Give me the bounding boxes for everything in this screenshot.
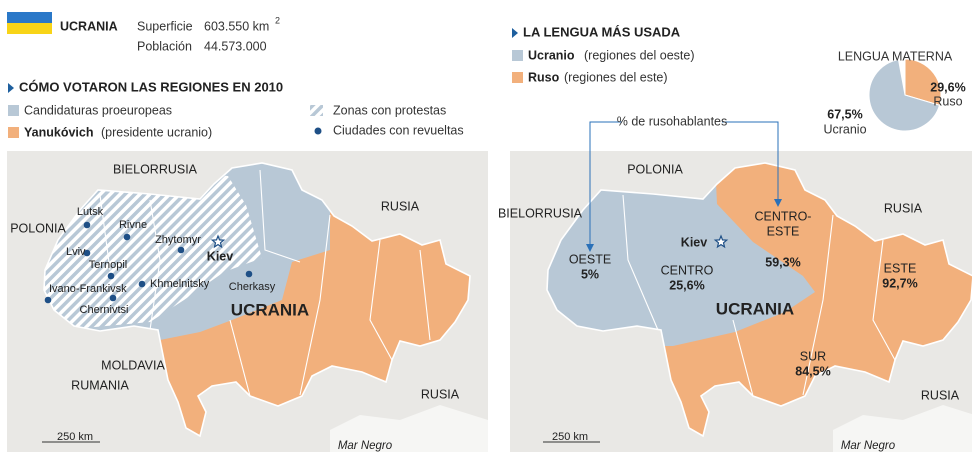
pie-category: Ucranio [823, 122, 866, 136]
city-dot [123, 233, 131, 241]
capital-star [210, 234, 226, 249]
pie-slice [868, 59, 941, 132]
city-label: Khmelnitsky [150, 278, 210, 290]
city-label: Zhytomyr [155, 234, 201, 246]
region-name: ESTE [884, 261, 917, 275]
pie-category: Ruso [933, 94, 962, 108]
city-label: Lutsk [77, 206, 104, 218]
protest-zones [44, 163, 262, 332]
section-title: CÓMO VOTARON LAS REGIONES EN 2010 [19, 79, 283, 94]
country-label: BIELORRUSIA [113, 162, 198, 176]
region-name: CENTRO- [755, 209, 812, 223]
country-label: RUSIA [884, 201, 923, 215]
area-sup: 2 [275, 15, 280, 25]
title-marker [512, 28, 518, 38]
pie-value-label: 29,6% [930, 80, 965, 94]
area-label: Superficie [137, 19, 193, 33]
legend-swatch [8, 127, 19, 138]
annotation: % de rusohablantes [617, 114, 728, 128]
legend-label: (regiones del este) [564, 70, 668, 84]
population-label: Población [137, 39, 192, 53]
city-label: Ivano-Frankivsk [49, 283, 127, 295]
city-label: Chernivtsi [80, 304, 129, 316]
country-label: RUSIA [381, 199, 420, 213]
country-label: RUSIA [421, 387, 460, 401]
sea-label: Mar Negro [841, 440, 896, 452]
country-label: RUMANIA [71, 378, 129, 392]
scale-label: 250 km [57, 431, 93, 443]
right-map [510, 151, 972, 452]
pie-value-label: 67,5% [827, 107, 862, 121]
population-value: 44.573.000 [204, 39, 267, 53]
region-name: OESTE [569, 252, 611, 266]
region-value: 59,3% [765, 255, 800, 269]
title-marker [8, 83, 14, 93]
region-value: 84,5% [795, 364, 830, 378]
flag-blue [7, 12, 52, 23]
city-label: Lviv [66, 246, 86, 258]
region-name: ESTE [767, 224, 800, 238]
legend-label: (presidente ucranio) [101, 125, 212, 139]
city-label: Cherkasy [229, 281, 276, 293]
country-label: POLONIA [627, 162, 683, 176]
country-label: MOLDAVIA [101, 358, 165, 372]
legend-swatch [8, 105, 19, 116]
city-dot [83, 221, 91, 229]
legend-swatch [310, 105, 323, 116]
city-dot [138, 280, 146, 288]
left-map [7, 151, 488, 452]
country-label: POLONIA [10, 221, 66, 235]
legend-label: Ciudades con revueltas [333, 123, 464, 137]
legend-label: Candidaturas proeuropeas [24, 103, 172, 117]
legend-dot [314, 127, 322, 135]
legend-label: (regiones del oeste) [584, 48, 694, 62]
sea [330, 405, 488, 452]
region-value: 92,7% [882, 276, 917, 290]
city-label: Ternopil [89, 259, 128, 271]
section-title: LA LENGUA MÁS USADA [523, 24, 681, 39]
country-name: UCRANIA [231, 300, 309, 319]
city-dot [245, 270, 253, 278]
region-name: SUR [800, 349, 826, 363]
city-dot [109, 294, 117, 302]
capital-label: Kiev [681, 235, 707, 249]
capital-star [713, 234, 729, 249]
flag-yellow [7, 23, 52, 34]
pie-title: LENGUA MATERNA [838, 49, 953, 63]
capital-label: Kiev [207, 249, 233, 263]
annotation-bracket [589, 121, 779, 250]
ukrainian-regions [547, 163, 815, 346]
scale-label: 250 km [552, 431, 588, 443]
region-name: CENTRO [661, 263, 714, 277]
legend-label: Zonas con protestas [333, 103, 446, 117]
pie-chart [868, 58, 942, 132]
area-value: 603.550 km [204, 19, 269, 33]
legend-swatch [512, 50, 523, 61]
sea [833, 405, 972, 452]
country: UCRANIA [60, 19, 118, 33]
legend-label: Yanukóvich [24, 125, 93, 139]
region-value: 5% [581, 267, 599, 281]
region-value: 25,6% [669, 278, 704, 292]
country-label: RUSIA [921, 388, 960, 402]
country-label: BIELORRUSIA [498, 206, 583, 220]
city-dot [44, 296, 52, 304]
city-dot [177, 246, 185, 254]
city-label: Rivne [119, 219, 147, 231]
legend-swatch [512, 72, 523, 83]
pie-slice [904, 58, 942, 106]
legend-label: Ruso [528, 70, 560, 84]
country-name: UCRANIA [716, 299, 794, 318]
city-dot [107, 272, 115, 280]
city-dot [83, 249, 91, 257]
legend-label: Ucranio [528, 48, 575, 62]
sea-label: Mar Negro [338, 440, 393, 452]
